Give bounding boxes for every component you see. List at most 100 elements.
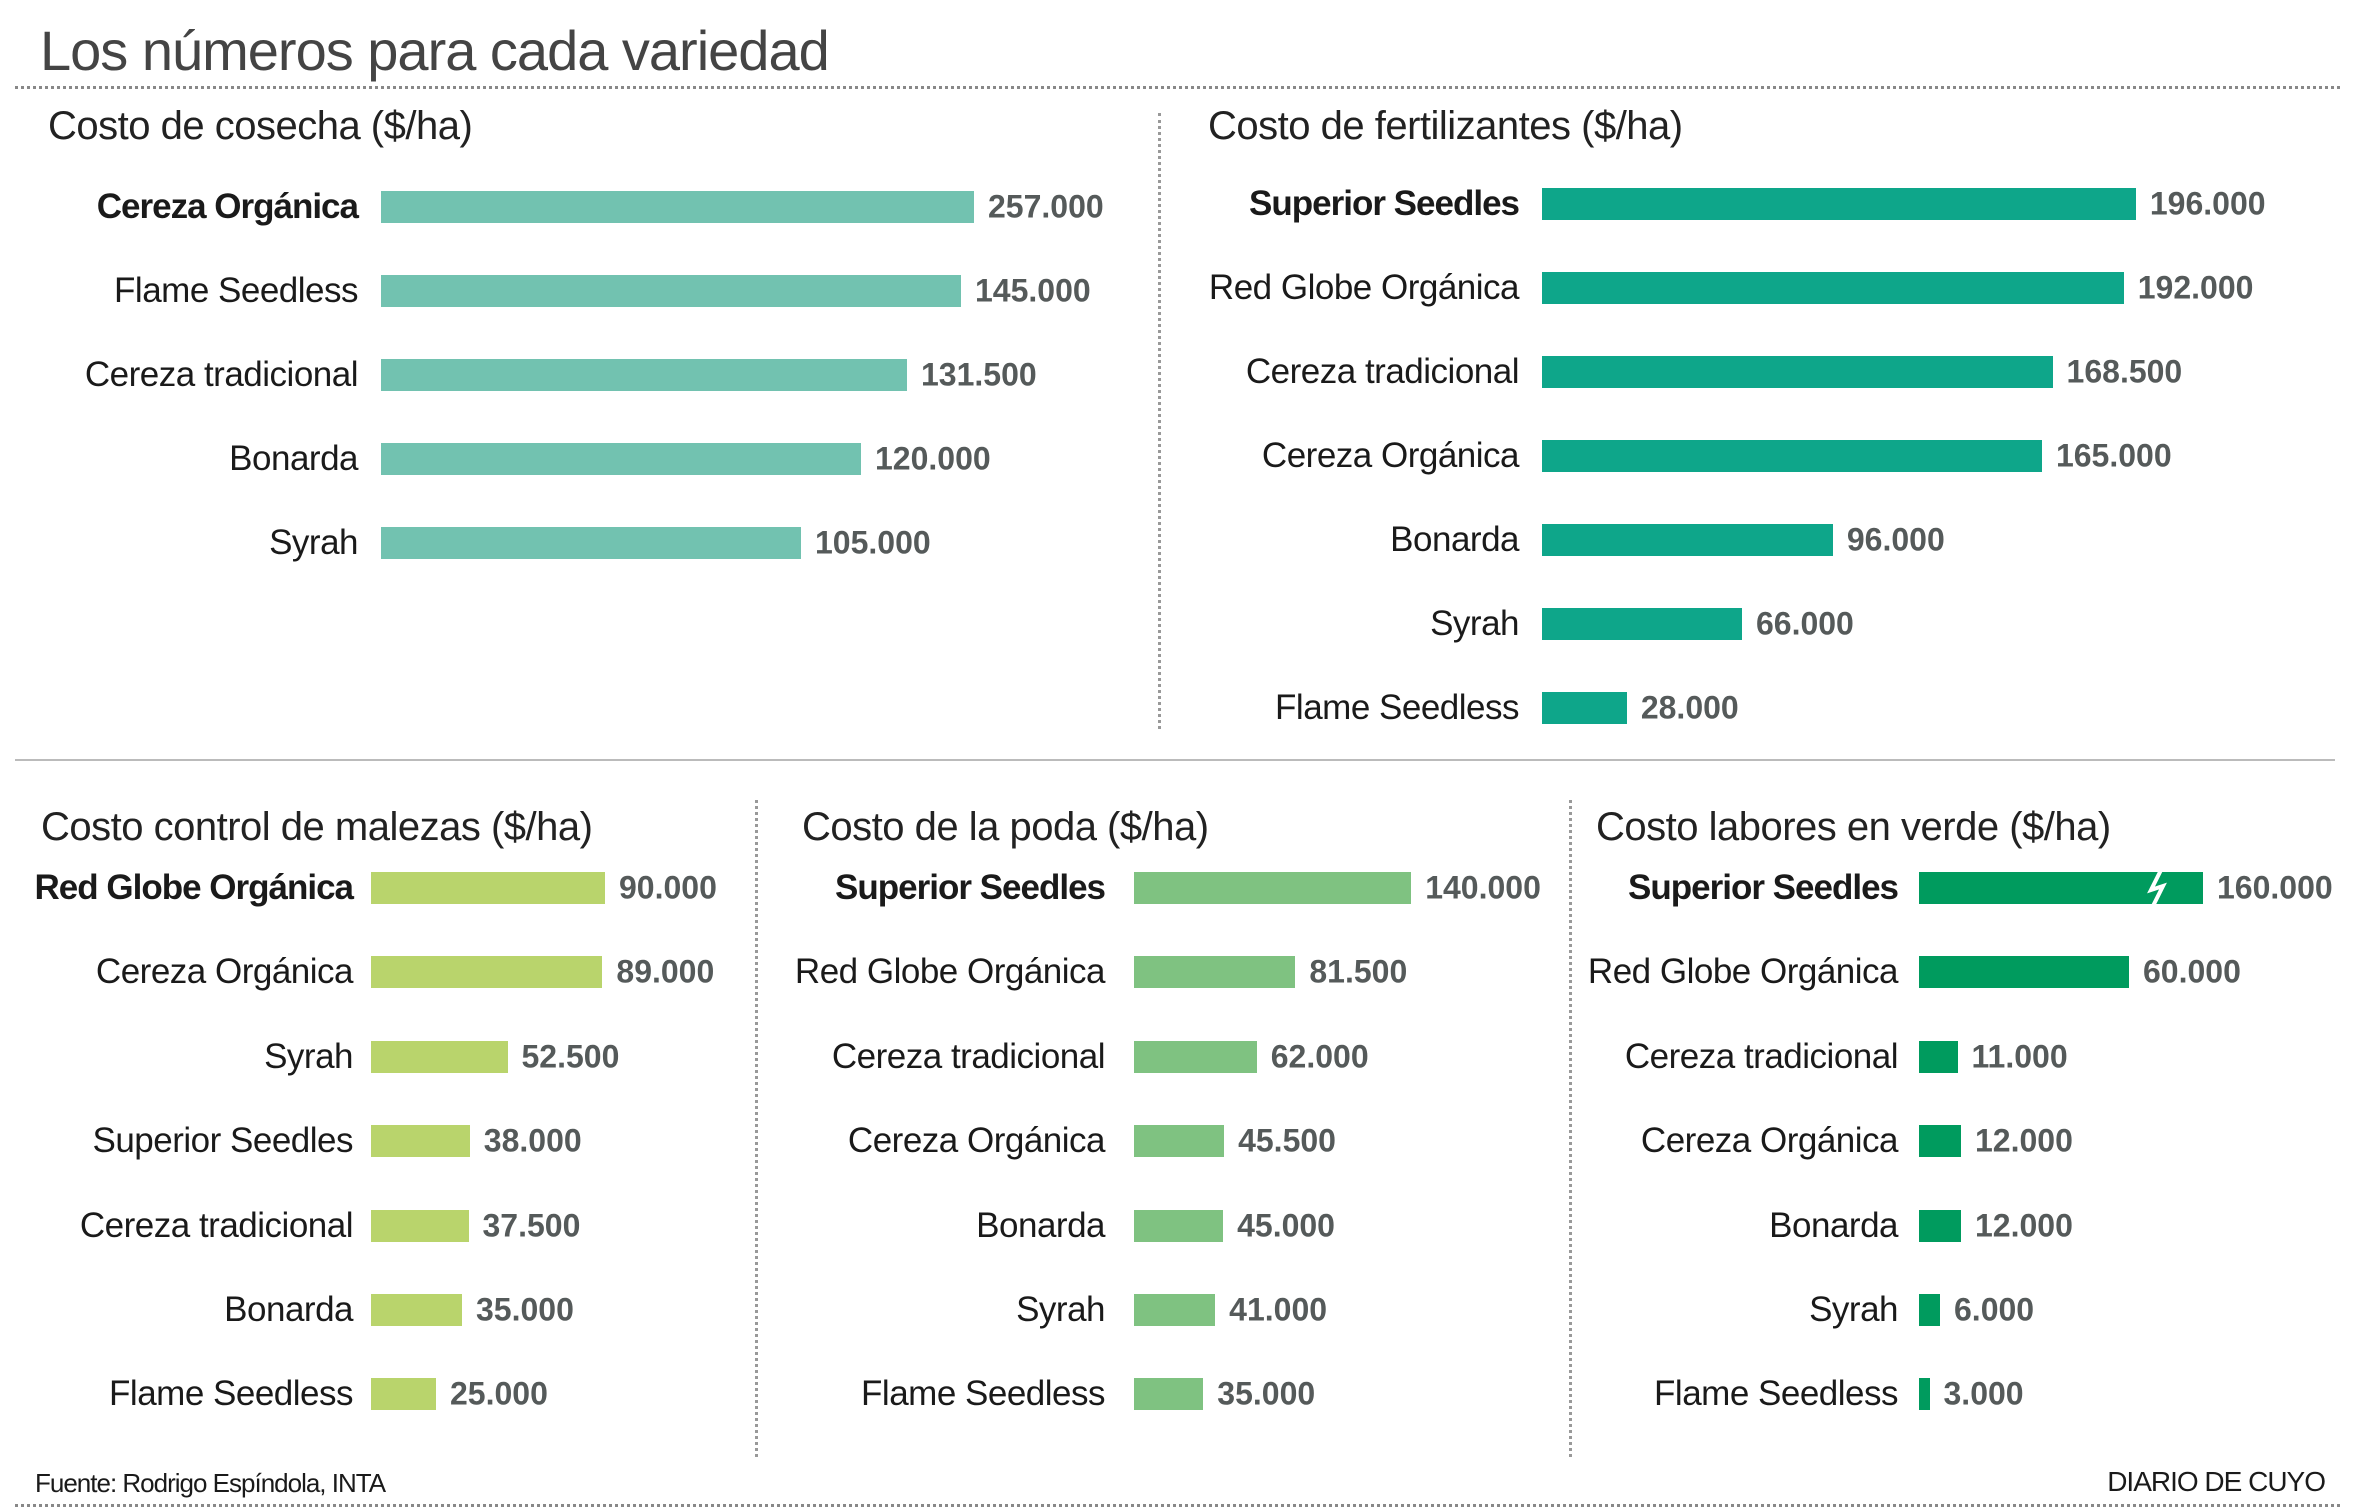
category-label: Bonarda (1390, 520, 1519, 559)
category-label: Syrah (264, 1036, 353, 1076)
bar (1542, 188, 2136, 220)
section-divider (15, 759, 2335, 761)
bar (1542, 608, 1742, 640)
bar (1134, 956, 1296, 989)
bar (371, 1294, 462, 1326)
value-label: 52.500 (521, 1038, 620, 1075)
category-label: Flame Seedless (114, 271, 358, 310)
category-label: Flame Seedless (1275, 688, 1519, 727)
value-label: 196.000 (2149, 185, 2266, 222)
category-label: Superior Seedles (835, 868, 1106, 907)
value-label: 96.000 (1846, 521, 1945, 558)
chart-title: Costo de la poda ($/ha) (802, 805, 1209, 849)
axis-break-icon (2147, 870, 2167, 906)
value-label: 35.000 (476, 1291, 574, 1328)
bar (1919, 1040, 1958, 1073)
bar (1542, 524, 1833, 556)
divider (1158, 113, 1161, 729)
category-label: Bonarda (976, 1205, 1105, 1245)
value-label: 165.000 (2055, 437, 2172, 474)
value-label: 90.000 (619, 869, 717, 906)
category-label: Syrah (269, 523, 358, 562)
bar (1134, 1125, 1225, 1158)
value-label: 6.000 (1954, 1291, 2035, 1328)
value-label: 45.000 (1237, 1207, 1335, 1244)
category-label: Red Globe Orgánica (34, 868, 354, 907)
value-label: 45.500 (1238, 1122, 1336, 1159)
brand: DIARIO DE CUYO (2107, 1466, 2326, 1497)
chart-title: Costo de cosecha ($/ha) (48, 104, 473, 148)
bar (371, 1040, 508, 1073)
value-label: 25.000 (450, 1375, 548, 1412)
value-label: 145.000 (975, 272, 1091, 309)
value-label: 160.000 (2217, 869, 2333, 906)
bar (1542, 440, 2042, 472)
category-label: Cereza Orgánica (847, 1121, 1106, 1161)
bar (1134, 1378, 1204, 1411)
value-label: 12.000 (1975, 1207, 2073, 1244)
bar (371, 1378, 436, 1411)
bar (371, 1125, 470, 1158)
bar (381, 275, 961, 307)
category-label: Flame Seedless (1654, 1374, 1898, 1414)
category-label: Cereza tradicional (1245, 352, 1520, 391)
category-label: Cereza Orgánica (95, 952, 354, 992)
bar (381, 443, 861, 475)
chart-title: Costo labores en verde ($/ha) (1596, 805, 2111, 849)
bar (1919, 956, 2129, 989)
value-label: 81.500 (1309, 953, 1408, 990)
category-label: Cereza Orgánica (96, 187, 359, 226)
value-label: 131.500 (921, 356, 1037, 393)
category-label: Superior Seedles (1249, 184, 1520, 223)
category-label: Flame Seedless (861, 1374, 1105, 1414)
value-label: 41.000 (1229, 1291, 1328, 1328)
value-label: 38.000 (483, 1122, 582, 1159)
category-label: Red Globe Orgánica (1208, 268, 1520, 307)
category-label: Flame Seedless (109, 1374, 353, 1414)
value-label: 66.000 (1755, 605, 1854, 642)
bar (1134, 1209, 1224, 1242)
category-label: Syrah (1016, 1290, 1105, 1329)
category-label: Syrah (1809, 1290, 1898, 1329)
category-label: Bonarda (1769, 1205, 1898, 1245)
bar (1542, 272, 2124, 304)
divider (755, 800, 758, 1457)
bar (381, 527, 801, 559)
source-note: Fuente: Rodrigo Espíndola, INTA (35, 1468, 386, 1498)
title-divider (15, 86, 2340, 89)
bar (1919, 1378, 1930, 1411)
value-label: 120.000 (875, 440, 991, 477)
bar (1134, 872, 1412, 904)
category-label: Cereza tradicional (1624, 1036, 1899, 1076)
category-label: Cereza tradicional (84, 355, 359, 394)
bar (1134, 1294, 1216, 1326)
value-label: 11.000 (1971, 1038, 2068, 1075)
category-label: Syrah (1430, 604, 1519, 643)
value-label: 12.000 (1975, 1122, 2073, 1159)
bar (381, 191, 974, 223)
value-label: 28.000 (1640, 689, 1739, 726)
value-label: 192.000 (2137, 269, 2254, 306)
category-label: Red Globe Orgánica (1587, 952, 1899, 992)
divider (1569, 800, 1572, 1457)
category-label: Cereza tradicional (831, 1036, 1106, 1076)
value-label: 3.000 (1943, 1375, 2024, 1412)
bar (381, 359, 907, 391)
bar (1919, 1209, 1961, 1242)
bar (371, 872, 605, 904)
chart-title: Costo de fertilizantes ($/ha) (1208, 104, 1683, 148)
chart-title: Costo control de malezas ($/ha) (41, 805, 593, 849)
main-title: Los números para cada variedad (40, 19, 830, 82)
category-label: Bonarda (229, 439, 358, 478)
bar (1919, 1125, 1961, 1158)
bar (371, 1209, 469, 1242)
bar (1542, 356, 2053, 388)
bar (1134, 1040, 1257, 1073)
bar (1542, 692, 1627, 724)
